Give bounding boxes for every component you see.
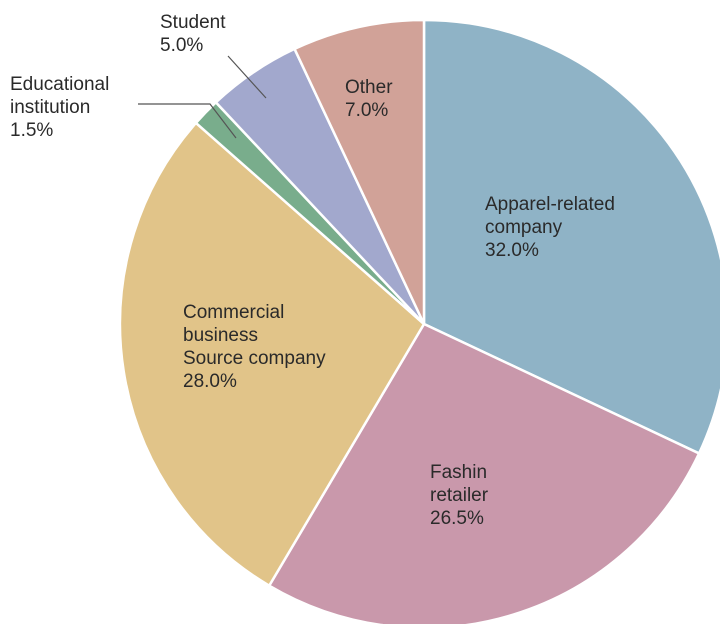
pie-slice-apparel-related-company xyxy=(422,18,720,455)
slice-name-label-educational-institution: institution xyxy=(10,97,90,118)
slice-value-label-student: 5.0% xyxy=(160,35,203,56)
slice-name-label-fashin-retailer: retailer xyxy=(430,485,489,506)
slice-value-label-other: 7.0% xyxy=(345,100,388,121)
slices-layer xyxy=(118,18,720,629)
pie-slice-commercial-business-source-company xyxy=(118,121,426,587)
slice-value-label-apparel-related-company: 32.0% xyxy=(485,240,539,261)
slice-name-label-apparel-related-company: company xyxy=(485,217,563,238)
slice-name-label-commercial-business-source-company: business xyxy=(183,325,258,346)
leader-line-student xyxy=(227,55,267,99)
slice-name-label-commercial-business-source-company: Commercial xyxy=(183,302,284,323)
leader-line-educational-institution xyxy=(138,103,237,139)
slice-name-label-apparel-related-company: Apparel-related xyxy=(485,194,615,215)
slice-label-educational-institution: Educational institution 1.5% xyxy=(10,74,109,141)
slice-name-label-other: Other xyxy=(345,77,393,98)
labels-layer: Apparel-related company 32.0% Fashin retaile… xyxy=(10,12,615,529)
pie-slice-other xyxy=(293,18,426,326)
slice-name-label-fashin-retailer: Fashin xyxy=(430,462,487,483)
slice-label-student: Student 5.0% xyxy=(160,12,226,56)
slice-name-label-educational-institution: Educational xyxy=(10,74,109,95)
slice-name-label-commercial-business-source-company: Source company xyxy=(183,348,326,369)
leader-lines-layer xyxy=(138,55,267,139)
slice-value-label-fashin-retailer: 26.5% xyxy=(430,508,484,529)
slice-value-label-commercial-business-source-company: 28.0% xyxy=(183,371,237,392)
slice-label-commercial-business-source-company: Commercial business Source company 28.0% xyxy=(183,302,326,392)
slice-value-label-educational-institution: 1.5% xyxy=(10,120,53,141)
pie-slice-fashin-retailer xyxy=(268,322,701,629)
slice-label-fashin-retailer: Fashin retailer 26.5% xyxy=(430,462,489,529)
slice-label-apparel-related-company: Apparel-related company 32.0% xyxy=(485,194,615,261)
slice-label-other: Other 7.0% xyxy=(345,77,393,121)
slice-name-label-student: Student xyxy=(160,12,226,33)
